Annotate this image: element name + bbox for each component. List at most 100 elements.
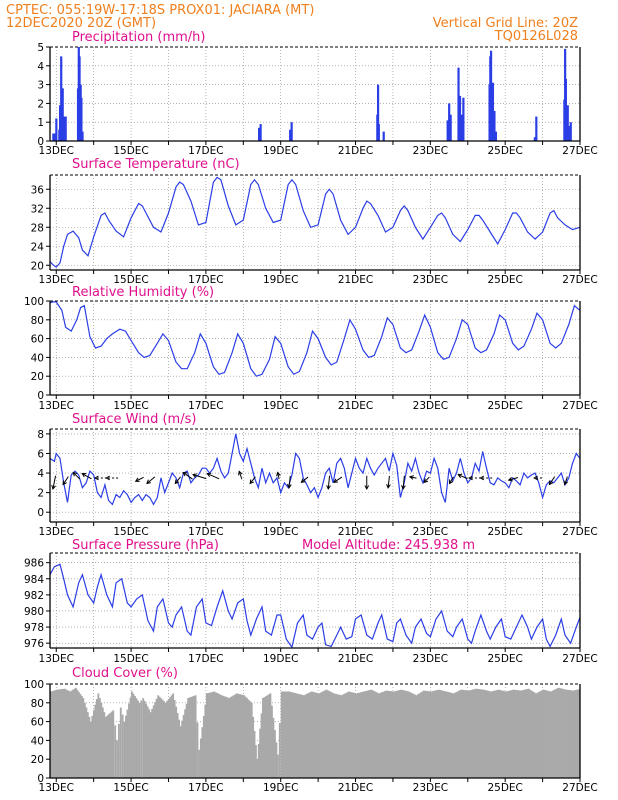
precip-bar — [457, 67, 460, 141]
cloud-bar — [266, 695, 269, 778]
x-tick-label: 19DEC — [263, 145, 298, 157]
cloud-bar — [238, 694, 241, 778]
cloud-bar — [160, 698, 163, 778]
wind-arrow — [81, 473, 92, 480]
cloud-bar — [110, 711, 113, 778]
x-tick-label: 23DEC — [413, 274, 448, 286]
cloud-bar — [205, 693, 208, 778]
cloud-bar — [343, 693, 346, 778]
cloud-bar — [574, 690, 576, 778]
y-tick-label: 4 — [37, 61, 44, 73]
cloud-bar — [79, 693, 82, 778]
cloud-bar — [355, 693, 358, 778]
plot-area — [50, 175, 580, 270]
cloud-bar — [117, 723, 120, 778]
cloud-bar — [244, 696, 247, 778]
cloud-bar — [339, 694, 341, 778]
cloud-bar — [208, 692, 211, 778]
cloud-bar — [419, 692, 422, 778]
cloud-bar — [538, 691, 540, 778]
x-tick-label: 13DEC — [39, 782, 74, 794]
cloud-bar — [442, 690, 445, 778]
cloud-bar — [172, 693, 175, 778]
cloud-bar — [520, 690, 523, 778]
cloud-bar — [300, 694, 303, 778]
cloud-bar — [487, 690, 490, 778]
wind-arrow — [533, 475, 543, 481]
cloud-bar — [524, 689, 527, 778]
x-tick-label: 17DEC — [188, 782, 223, 794]
cloud-bar — [76, 689, 79, 778]
x-tick-label: 23DEC — [413, 782, 448, 794]
cloud-bar — [533, 692, 536, 778]
wind-arrow — [105, 475, 119, 481]
cloud-bar — [97, 693, 100, 778]
precip-bar — [53, 133, 56, 141]
cloud-bar — [292, 692, 295, 778]
x-tick-label: 25DEC — [487, 274, 522, 286]
precip-bar — [494, 131, 498, 141]
x-tick-label: 25DEC — [487, 400, 522, 412]
y-tick-label: 982 — [24, 590, 44, 602]
cloud-bar — [505, 691, 508, 778]
cloud-bar — [416, 694, 419, 778]
cloud-bar — [114, 725, 117, 778]
cloud-bar — [354, 693, 356, 778]
precip-bar — [60, 56, 63, 141]
precip-bar — [64, 116, 67, 141]
y-tick-label: 28 — [31, 222, 44, 234]
cloud-bar — [521, 690, 524, 778]
x-tick-label: 25DEC — [487, 782, 522, 794]
cloud-bar — [169, 697, 172, 778]
cloud-bar — [511, 690, 514, 778]
cloud-bar — [142, 698, 145, 778]
cloud-bar — [246, 698, 249, 778]
cloud-bar — [401, 690, 404, 778]
cloud-bar — [137, 700, 139, 778]
cloud-bar — [449, 692, 452, 778]
cloud-bar — [425, 690, 428, 778]
cloud-bar — [134, 696, 136, 778]
precip-title: Precipitation (mm/h) — [72, 30, 205, 45]
cloud-bar — [460, 689, 463, 778]
cloud-bar — [494, 690, 497, 778]
cloud-bar — [455, 691, 458, 778]
cloud-bar — [307, 693, 310, 778]
cloud-bar — [434, 690, 437, 778]
cloud-bar — [193, 695, 196, 778]
cloud-bar — [493, 690, 496, 778]
cloud-bar — [572, 690, 575, 778]
precip-bar — [78, 56, 81, 141]
cloud-bar — [213, 691, 216, 778]
cloud-bar — [185, 703, 188, 778]
cloud-bar — [514, 689, 517, 778]
cloud-bar — [566, 689, 569, 778]
x-tick-label: 23DEC — [413, 145, 448, 157]
cloud-bar — [190, 696, 193, 778]
x-tick-label: 15DEC — [113, 145, 148, 157]
cloud-bar — [328, 691, 331, 778]
cloud-bar — [535, 693, 537, 778]
cloud-bar — [297, 693, 300, 778]
precip-bar — [489, 50, 493, 142]
x-tick-label: 13DEC — [39, 400, 74, 412]
cloud-bar — [104, 716, 107, 778]
cloud-bar — [377, 693, 380, 778]
wind-arrow — [182, 471, 193, 480]
cloud-bar — [72, 689, 75, 778]
cloud-bar — [421, 691, 424, 778]
cloud-bar — [568, 690, 570, 778]
x-tick-label: 15DEC — [113, 274, 148, 286]
cloud-bar — [280, 691, 283, 778]
precip-bar — [63, 116, 66, 141]
cloud-bar — [445, 691, 448, 778]
cloud-bar — [154, 702, 157, 778]
cloud-bar — [222, 695, 225, 778]
cloud-bar — [161, 699, 164, 778]
wind-arrow — [276, 471, 281, 480]
cloud-bar — [294, 693, 297, 778]
cloud-bar — [219, 694, 222, 778]
x-tick-label: 19DEC — [263, 782, 298, 794]
cloud-bar — [276, 754, 279, 778]
precip-bar — [382, 131, 385, 141]
